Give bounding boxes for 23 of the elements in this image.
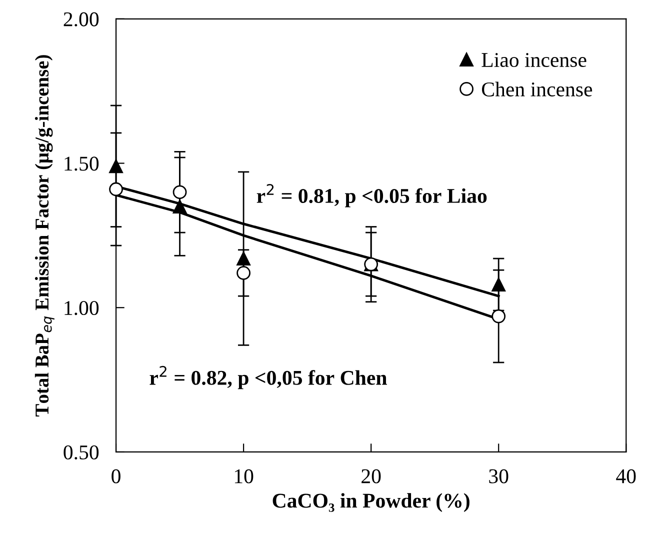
legend-label: Liao incense [482, 53, 586, 68]
x-tick-label: 0 [112, 469, 120, 484]
point [172, 200, 187, 214]
y-tick-label: 1.00 [64, 300, 99, 316]
annotation: r$^{2}$ = 0.81, p <0.05 for Liao [256, 184, 487, 208]
x-tick-label: 30 [489, 469, 508, 484]
point [492, 278, 506, 292]
annotation: r$^{2}$ = 0.82, p <0,05 for Chen [150, 366, 387, 390]
point [492, 309, 506, 324]
x-tick-label: 40 [616, 469, 636, 484]
x-tick-label: 20 [362, 469, 381, 484]
point [236, 252, 250, 266]
y-axis-title: Total BaP$_{eq}$ Emission Factor (μg/g-incense) [34, 55, 54, 416]
y-tick-label: 0.50 [64, 445, 99, 460]
y-tick-label: 2.00 [64, 12, 99, 26]
y-tick-label: 1.50 [64, 156, 99, 171]
x-tick-label: 10 [234, 469, 254, 484]
legend-label: Chen incense [482, 82, 592, 96]
point [172, 185, 187, 200]
point [109, 182, 123, 196]
point [236, 266, 250, 280]
point [109, 159, 123, 174]
x-axis-title: CaCO₃ in Powder (%) [272, 493, 470, 512]
